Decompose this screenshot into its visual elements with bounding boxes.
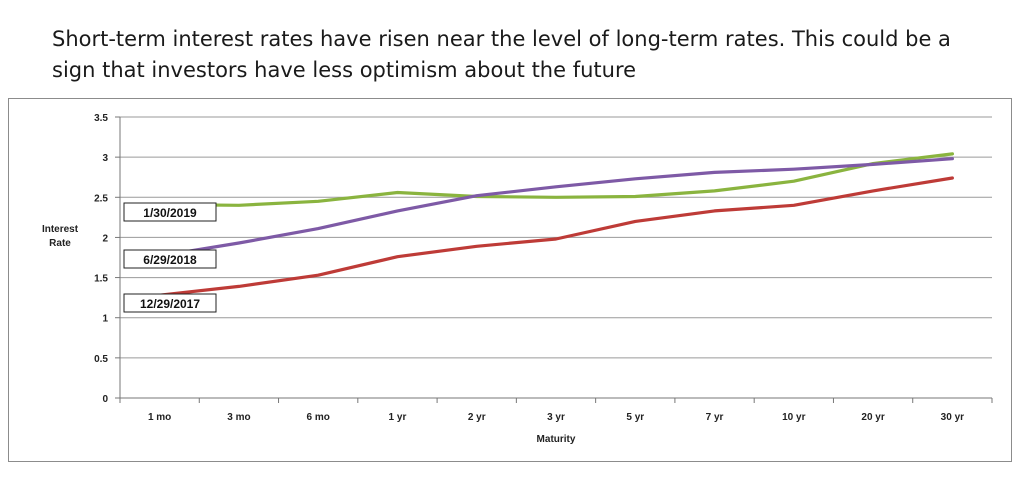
y-tick-label: 1: [102, 314, 108, 325]
x-tick-label: 2 yr: [468, 412, 486, 423]
x-tick-label: 3 yr: [547, 412, 565, 423]
x-tick-label: 20 yr: [861, 412, 884, 423]
chart-frame: [8, 98, 1012, 462]
x-tick-label: 7 yr: [706, 412, 724, 423]
y-axis-title-line1: Interest: [42, 224, 79, 235]
series-line-0: [158, 152, 955, 207]
series-label-box-1: 6/29/2018: [123, 249, 217, 269]
y-tick-label: 3: [102, 153, 108, 164]
y-tick-label: 2.5: [94, 193, 108, 204]
axes: [115, 116, 993, 403]
y-tick-label: 1.5: [94, 274, 108, 285]
y-tick-label: 0: [102, 394, 108, 405]
series-labels: 1/30/2019 6/29/2018 12/29/2017: [123, 202, 217, 313]
x-tick-label: 5 yr: [626, 412, 644, 423]
series-label-box-0: 1/30/2019: [123, 202, 217, 222]
headline-text: Short-term interest rates have risen nea…: [52, 27, 951, 82]
y-tick-label: 2: [102, 233, 108, 244]
x-tick-label: 1 mo: [148, 412, 171, 423]
series-label-box-2: 12/29/2017: [123, 293, 217, 313]
x-tick-label: 3 mo: [227, 412, 250, 423]
y-tick-label: 3.5: [94, 113, 108, 124]
series-label: 12/29/2017: [140, 297, 200, 311]
series-label: 1/30/2019: [143, 206, 197, 220]
series-label: 6/29/2018: [143, 253, 197, 267]
grid-lines: [120, 116, 992, 359]
y-tick-label: 0.5: [94, 354, 108, 365]
x-tick-label: 30 yr: [941, 412, 964, 423]
x-tick-labels: 1 mo 3 mo 6 mo 1 yr 2 yr 3 yr 5 yr 7 yr 10 yr 20 …: [148, 412, 964, 423]
series-lines: [158, 152, 955, 297]
x-tick-label: 6 mo: [307, 412, 330, 423]
x-tick-label: 1 yr: [389, 412, 407, 423]
series-line-2: [158, 176, 955, 297]
x-axis-title: Maturity: [537, 434, 576, 445]
series-line-1: [158, 157, 955, 258]
y-tick-labels: 0 0.5 1 1.5 2 2.5 3 3.5: [94, 113, 108, 405]
x-tick-label: 10 yr: [782, 412, 805, 423]
y-axis-title-line2: Rate: [49, 238, 71, 249]
